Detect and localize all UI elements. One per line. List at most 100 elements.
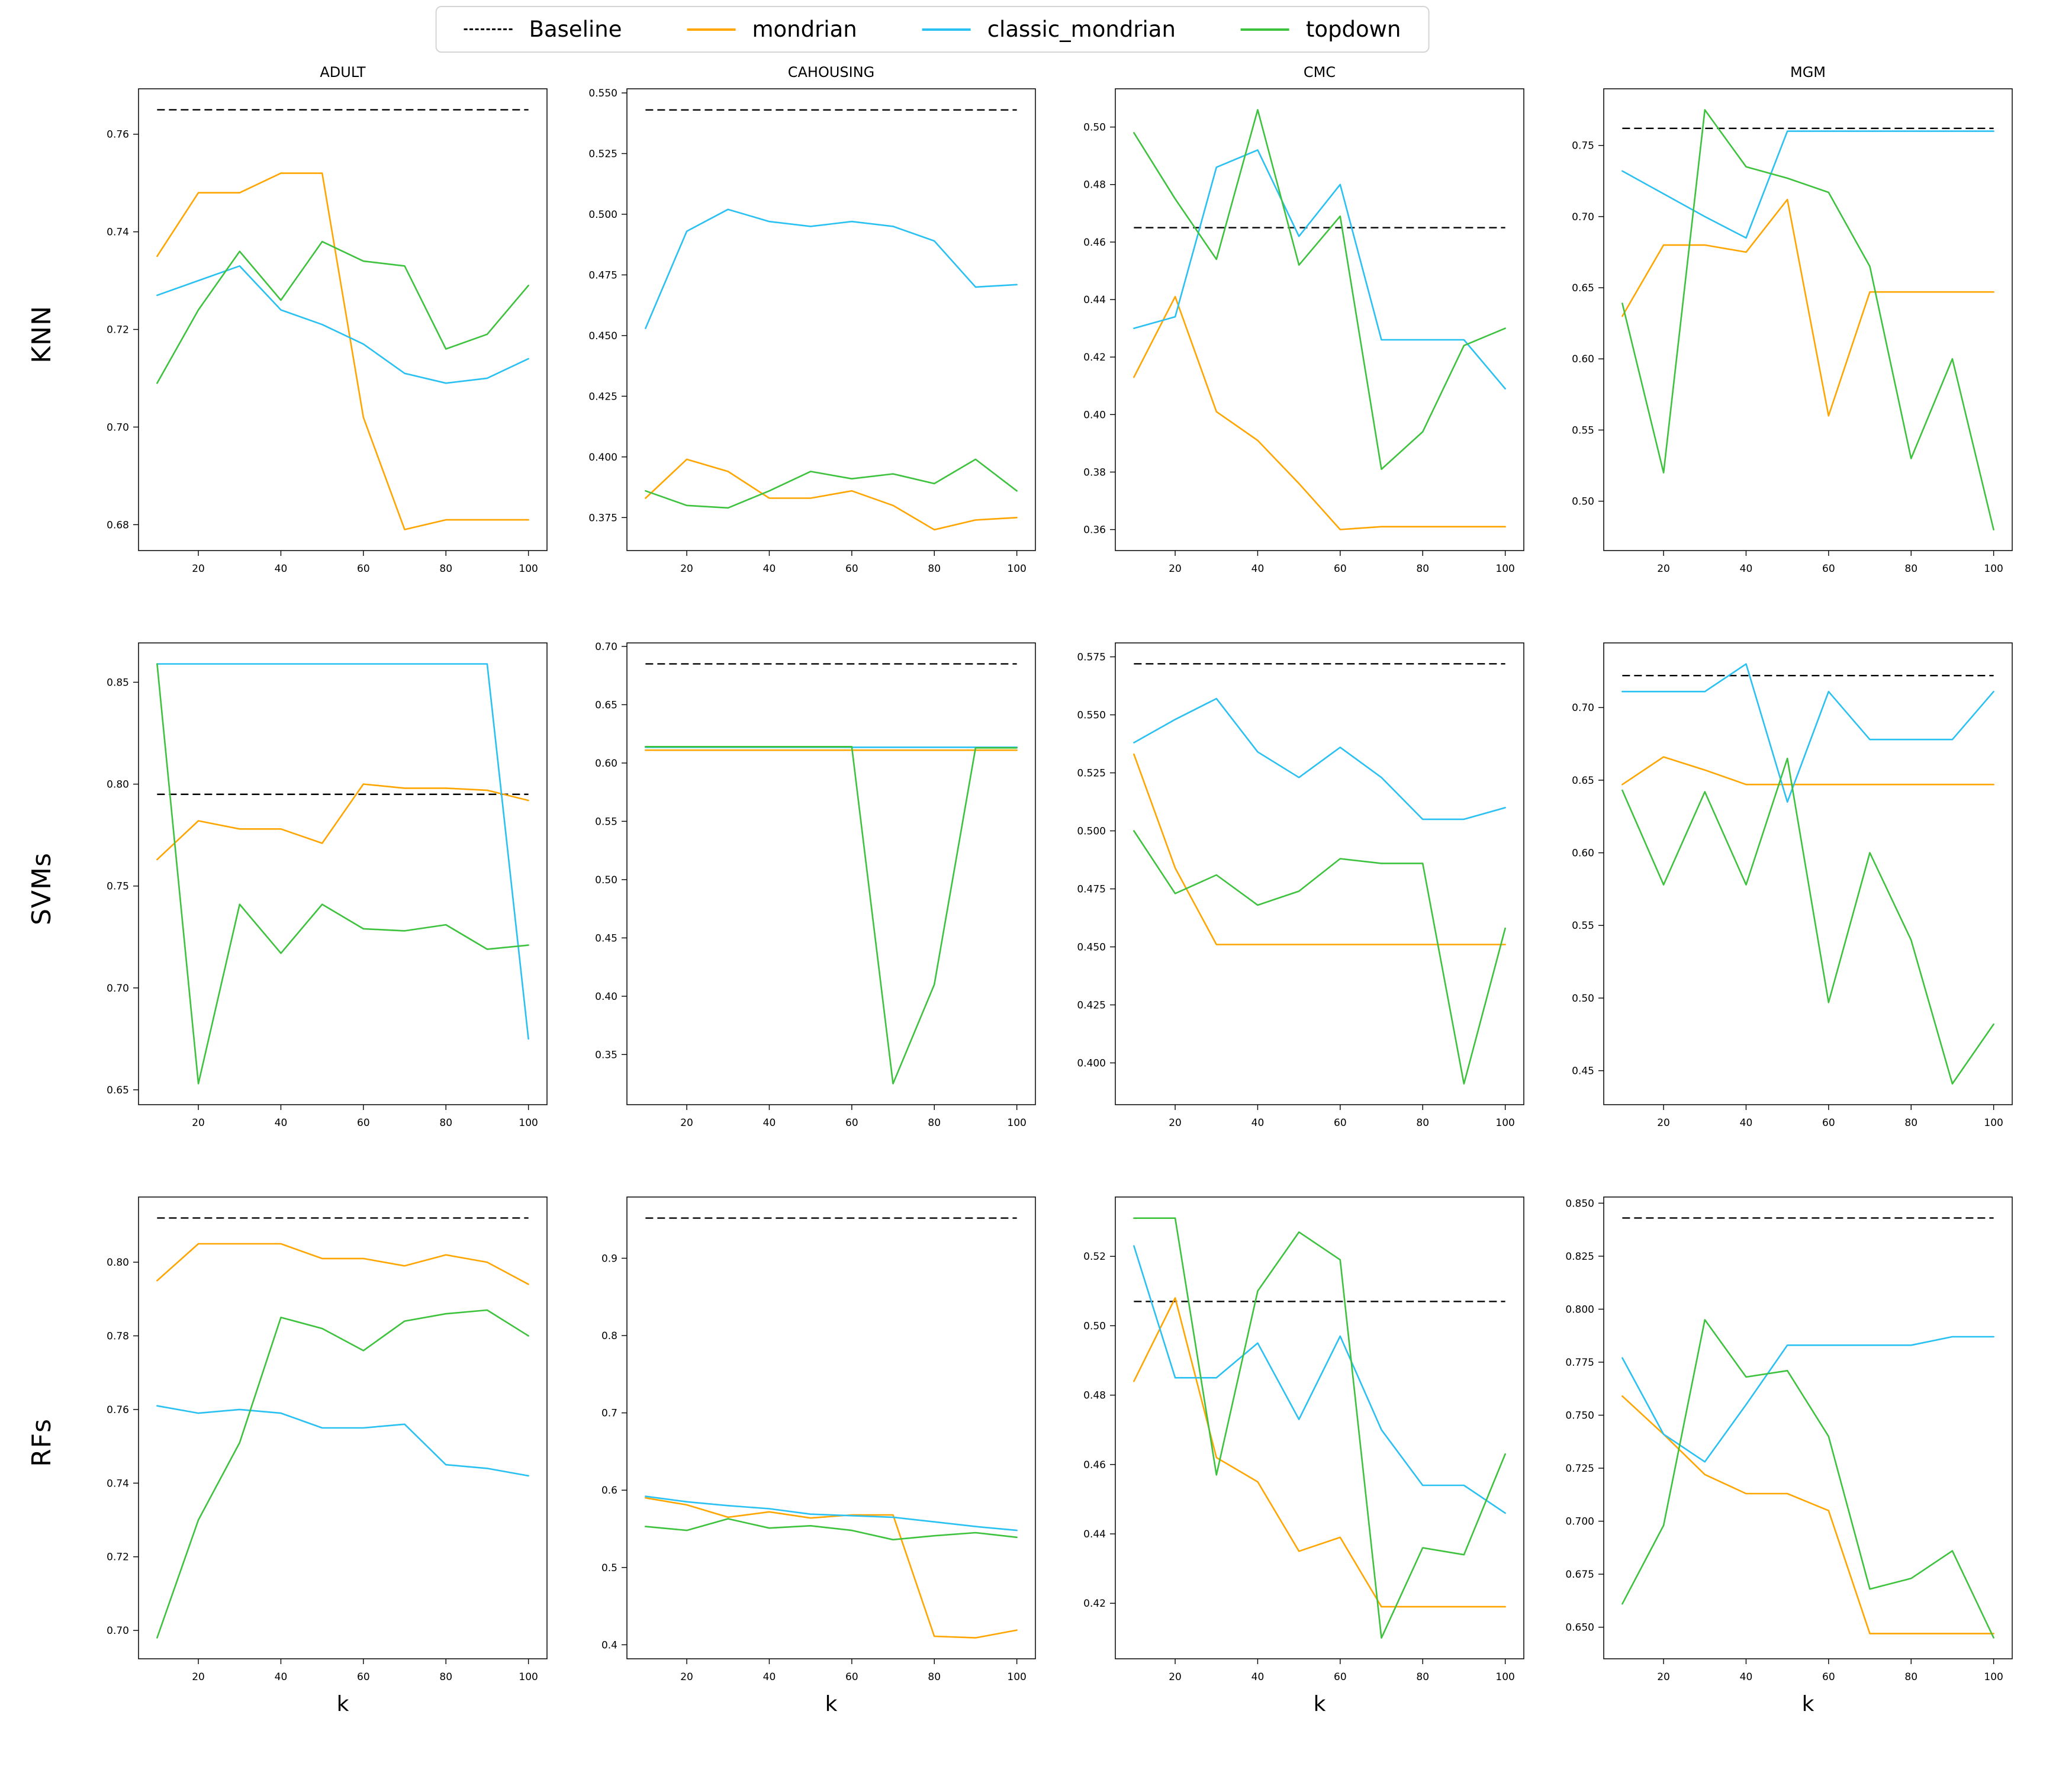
series-line-mondrian	[156, 783, 529, 861]
row-label-text: RFs	[26, 1418, 57, 1467]
legend-item-mondrian: mondrian	[687, 17, 857, 42]
y-tick-label: 0.45	[595, 932, 617, 944]
x-tick-label: 20	[1169, 563, 1182, 575]
y-tick-label: 0.475	[588, 269, 617, 281]
y-tick-label: 0.60	[1572, 353, 1594, 365]
series-line-topdown	[1621, 1319, 1994, 1639]
x-tick-label: 40	[1251, 563, 1265, 575]
y-tick-label: 0.52	[1083, 1251, 1106, 1263]
y-tick-label: 0.65	[595, 699, 617, 711]
chart-canvas: 0.400 0.425 0.450 0.475 0.500 0.525 0.550 0.575…	[1077, 642, 1524, 1129]
x-axis-label: k	[825, 1692, 838, 1716]
series-line-mondrian	[1621, 1395, 1994, 1635]
y-tick-label: 0.375	[588, 512, 617, 524]
subplot-rfs-cahousing: 0.4 0.5 0.6 0.7 0.8 0.9 20 40 60 80 100 k	[562, 1167, 1050, 1718]
y-tick-label: 0.40	[595, 991, 617, 1003]
x-axis-label: k	[1314, 1692, 1326, 1716]
x-tick-label: 100	[1007, 1671, 1026, 1683]
y-tick-label: 0.50	[1083, 1320, 1106, 1332]
x-tick-label: 60	[1334, 563, 1347, 575]
chart-canvas: 0.4 0.5 0.6 0.7 0.8 0.9 20 40 60 80 100 k	[601, 1196, 1036, 1716]
x-tick-label: 20	[1657, 1117, 1670, 1129]
y-tick-label: 0.7	[601, 1408, 617, 1420]
series-line-topdown	[645, 458, 1018, 509]
y-tick-label: 0.85	[107, 677, 129, 688]
axes-frame	[1603, 642, 2013, 1105]
y-tick-label: 0.700	[1565, 1516, 1594, 1528]
series-line-classic_mondrian	[645, 208, 1018, 329]
series-line-mondrian	[156, 172, 529, 530]
axes-frame	[1603, 1196, 2013, 1659]
series-line-classic_mondrian	[1621, 1336, 1994, 1463]
x-tick-label: 80	[439, 563, 452, 575]
y-tick-label: 0.72	[107, 1552, 129, 1563]
x-tick-label: 20	[1657, 563, 1670, 575]
y-tick-label: 0.750	[1565, 1410, 1594, 1422]
series-line-topdown	[1133, 830, 1506, 1085]
y-tick-label: 0.76	[107, 129, 129, 141]
series-line-mondrian	[1621, 198, 1994, 417]
plot-title: CAHOUSING	[788, 64, 875, 81]
y-tick-label: 0.650	[1565, 1622, 1594, 1634]
x-tick-label: 100	[1495, 1671, 1514, 1683]
y-tick-label: 0.425	[1077, 999, 1106, 1011]
series-line-mondrian	[645, 458, 1018, 531]
subplot-svms-mgm: 0.45 0.50 0.55 0.60 0.65 0.70 20 40 60 80 100	[1539, 613, 2027, 1164]
series-line-topdown	[1133, 1217, 1506, 1639]
axes-frame	[1115, 1196, 1524, 1659]
legend-item-topdown: topdown	[1240, 17, 1401, 42]
y-tick-label: 0.70	[107, 983, 129, 995]
y-tick-label: 0.36	[1083, 525, 1106, 536]
x-tick-label: 100	[519, 563, 538, 575]
y-tick-label: 0.475	[1077, 883, 1106, 895]
legend-item-classic-mondrian: classic_mondrian	[922, 17, 1176, 42]
y-tick-label: 0.50	[1572, 496, 1594, 508]
subplot-knn-adult: 0.68 0.70 0.72 0.74 0.76 20 40 60 80 100 ADULT	[73, 59, 562, 610]
x-tick-label: 40	[275, 1671, 288, 1683]
x-axis-label: k	[1802, 1692, 1814, 1716]
y-tick-label: 0.40	[1083, 409, 1106, 421]
subplot-svms-cmc: 0.400 0.425 0.450 0.475 0.500 0.525 0.550 0.575…	[1050, 613, 1539, 1164]
x-tick-label: 100	[1495, 563, 1514, 575]
x-tick-label: 60	[357, 1671, 370, 1683]
subplot-svms-adult: 0.65 0.70 0.75 0.80 0.85 20 40 60 80 100	[73, 613, 562, 1164]
series-line-topdown	[1621, 109, 1994, 531]
x-tick-label: 20	[1169, 1671, 1182, 1683]
x-tick-label: 40	[1740, 1117, 1753, 1129]
y-tick-label: 0.38	[1083, 466, 1106, 478]
y-tick-label: 0.50	[1572, 993, 1594, 1005]
x-tick-label: 40	[1740, 563, 1753, 575]
y-tick-label: 0.78	[107, 1330, 129, 1342]
mondrian-line-icon	[687, 28, 736, 31]
y-tick-label: 0.550	[1077, 710, 1106, 722]
x-tick-label: 100	[519, 1671, 538, 1683]
y-tick-label: 0.48	[1083, 1390, 1106, 1402]
series-line-classic_mondrian	[156, 1405, 529, 1477]
series-line-classic_mondrian	[156, 663, 529, 1040]
x-tick-label: 100	[1984, 563, 2003, 575]
y-tick-label: 0.450	[1077, 941, 1106, 953]
y-tick-label: 0.500	[588, 209, 617, 221]
y-tick-label: 0.850	[1565, 1198, 1594, 1209]
axes-frame	[1603, 88, 2013, 551]
plot-grid: KNN 0.68 0.70 0.72 0.74 0.76 20 40 60 80 100 ADULT…	[9, 59, 2027, 1722]
y-tick-label: 0.45	[1572, 1066, 1594, 1077]
axes-frame	[138, 88, 548, 551]
x-tick-label: 80	[1416, 563, 1429, 575]
plot-title: ADULT	[320, 64, 366, 81]
x-tick-label: 80	[1416, 1671, 1429, 1683]
chart-canvas: 0.42 0.44 0.46 0.48 0.50 0.52 20 40 60 80 100 k	[1083, 1196, 1524, 1716]
series-line-mondrian	[1133, 753, 1506, 945]
y-tick-label: 0.74	[107, 1478, 129, 1489]
axes-frame	[138, 642, 548, 1105]
y-tick-label: 0.500	[1077, 825, 1106, 837]
x-tick-label: 60	[1822, 1117, 1835, 1129]
x-tick-label: 40	[1251, 1117, 1265, 1129]
axes-frame	[138, 1196, 548, 1659]
x-axis-label: k	[337, 1692, 349, 1716]
series-line-mondrian	[156, 1243, 529, 1285]
y-tick-label: 0.55	[595, 816, 617, 828]
y-tick-label: 0.800	[1565, 1304, 1594, 1315]
y-tick-label: 0.4	[601, 1639, 617, 1651]
series-line-mondrian	[1133, 295, 1506, 530]
